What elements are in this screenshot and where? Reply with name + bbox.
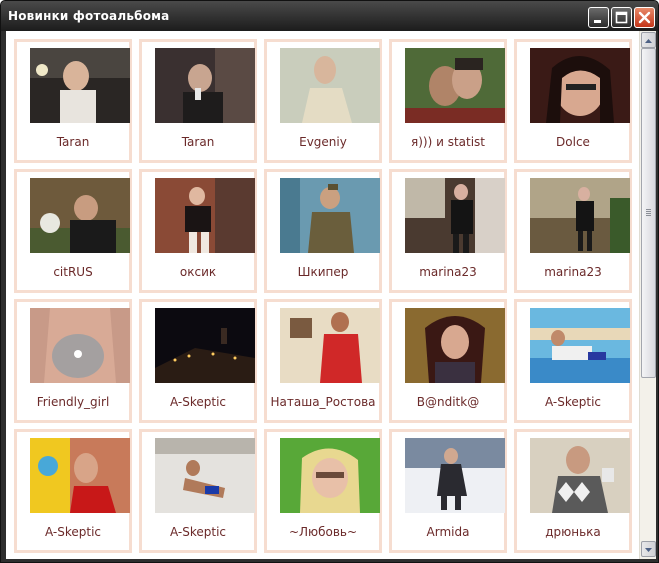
photo-caption[interactable]: Наташа_Ростова [270, 395, 376, 409]
photo-card[interactable]: marina23 [389, 169, 507, 293]
photo-thumbnail[interactable] [155, 178, 255, 253]
photo-card[interactable]: ~Любовь~ [264, 429, 382, 553]
photo-caption[interactable]: я))) и statist [411, 135, 485, 149]
photo-card[interactable]: Armida [389, 429, 507, 553]
photo-card[interactable]: Taran [14, 39, 132, 163]
photo-card[interactable]: я))) и statist [389, 39, 507, 163]
photo-thumbnail[interactable] [30, 48, 130, 123]
photo-card[interactable]: Шкипер [264, 169, 382, 293]
photo-caption[interactable]: citRUS [53, 265, 93, 279]
photo-caption[interactable]: Armida [426, 525, 470, 539]
scroll-up-button[interactable] [641, 32, 656, 48]
photo-thumbnail[interactable] [405, 48, 505, 123]
photo-card[interactable]: B@nditk@ [389, 299, 507, 423]
photo-caption[interactable]: A-Skeptic [169, 525, 227, 539]
photo-thumbnail[interactable] [530, 48, 630, 123]
photo-thumbnail[interactable] [530, 178, 630, 253]
photo-caption[interactable]: Dolce [556, 135, 590, 149]
photo-caption[interactable]: Evgeniy [299, 135, 347, 149]
photo-card[interactable]: A-Skeptic [139, 299, 257, 423]
photo-thumbnail[interactable] [530, 308, 630, 383]
photo-thumbnail[interactable] [280, 48, 380, 123]
photo-grid: Taran Taran Evgeniy я))) и statist Dolce [6, 31, 638, 559]
photo-caption[interactable]: marina23 [544, 265, 602, 279]
minimize-button[interactable] [588, 7, 609, 28]
photo-card[interactable]: оксик [139, 169, 257, 293]
photo-caption[interactable]: Friendly_girl [36, 395, 110, 409]
scroll-thumb[interactable] [641, 48, 656, 378]
grip-line [646, 215, 651, 216]
photo-caption[interactable]: A-Skeptic [169, 395, 227, 409]
arrow-down-icon [645, 548, 652, 552]
photo-caption[interactable]: A-Skeptic [44, 525, 102, 539]
photo-thumbnail[interactable] [405, 438, 505, 513]
photo-caption[interactable]: marina23 [419, 265, 477, 279]
photo-caption[interactable]: Шкипер [297, 265, 349, 279]
minimize-icon [594, 20, 601, 23]
maximize-button[interactable] [611, 7, 632, 28]
photo-card[interactable]: Dolce [514, 39, 632, 163]
photo-card[interactable]: Наташа_Ростова [264, 299, 382, 423]
window-title: Новинки фотоальбома [8, 9, 170, 23]
photo-card[interactable]: Taran [139, 39, 257, 163]
photo-thumbnail[interactable] [530, 438, 630, 513]
grip-line [646, 209, 651, 210]
photo-thumbnail[interactable] [30, 178, 130, 253]
photo-thumbnail[interactable] [155, 308, 255, 383]
maximize-icon [615, 11, 628, 24]
photo-thumbnail[interactable] [30, 308, 130, 383]
photo-caption[interactable]: оксик [179, 265, 217, 279]
vertical-scrollbar[interactable] [639, 31, 656, 559]
arrow-up-icon [645, 39, 652, 43]
grip-line [646, 213, 651, 214]
album-content: Taran Taran Evgeniy я))) и statist Dolce [6, 31, 656, 559]
photo-thumbnail[interactable] [280, 178, 380, 253]
photo-caption[interactable]: дрюнька [545, 525, 601, 539]
photo-card[interactable]: A-Skeptic [514, 299, 632, 423]
photo-card[interactable]: Friendly_girl [14, 299, 132, 423]
photo-card[interactable]: A-Skeptic [14, 429, 132, 553]
photo-card[interactable]: дрюнька [514, 429, 632, 553]
photo-thumbnail[interactable] [30, 438, 130, 513]
close-button[interactable] [634, 7, 655, 28]
photo-card[interactable]: A-Skeptic [139, 429, 257, 553]
photo-caption[interactable]: B@nditk@ [416, 395, 480, 409]
photo-card[interactable]: Evgeniy [264, 39, 382, 163]
photo-thumbnail[interactable] [155, 48, 255, 123]
title-bar[interactable]: Новинки фотоальбома [1, 1, 658, 31]
photo-caption[interactable]: Taran [56, 135, 90, 149]
photo-card[interactable]: citRUS [14, 169, 132, 293]
photo-thumbnail[interactable] [280, 308, 380, 383]
close-icon [638, 11, 651, 24]
photo-caption[interactable]: A-Skeptic [544, 395, 602, 409]
photo-caption[interactable]: Taran [181, 135, 215, 149]
photo-caption[interactable]: ~Любовь~ [288, 525, 358, 539]
photo-card[interactable]: marina23 [514, 169, 632, 293]
photo-thumbnail[interactable] [280, 438, 380, 513]
photo-thumbnail[interactable] [405, 308, 505, 383]
grip-line [646, 211, 651, 212]
photo-thumbnail[interactable] [405, 178, 505, 253]
scroll-down-button[interactable] [641, 541, 656, 557]
photo-thumbnail[interactable] [155, 438, 255, 513]
